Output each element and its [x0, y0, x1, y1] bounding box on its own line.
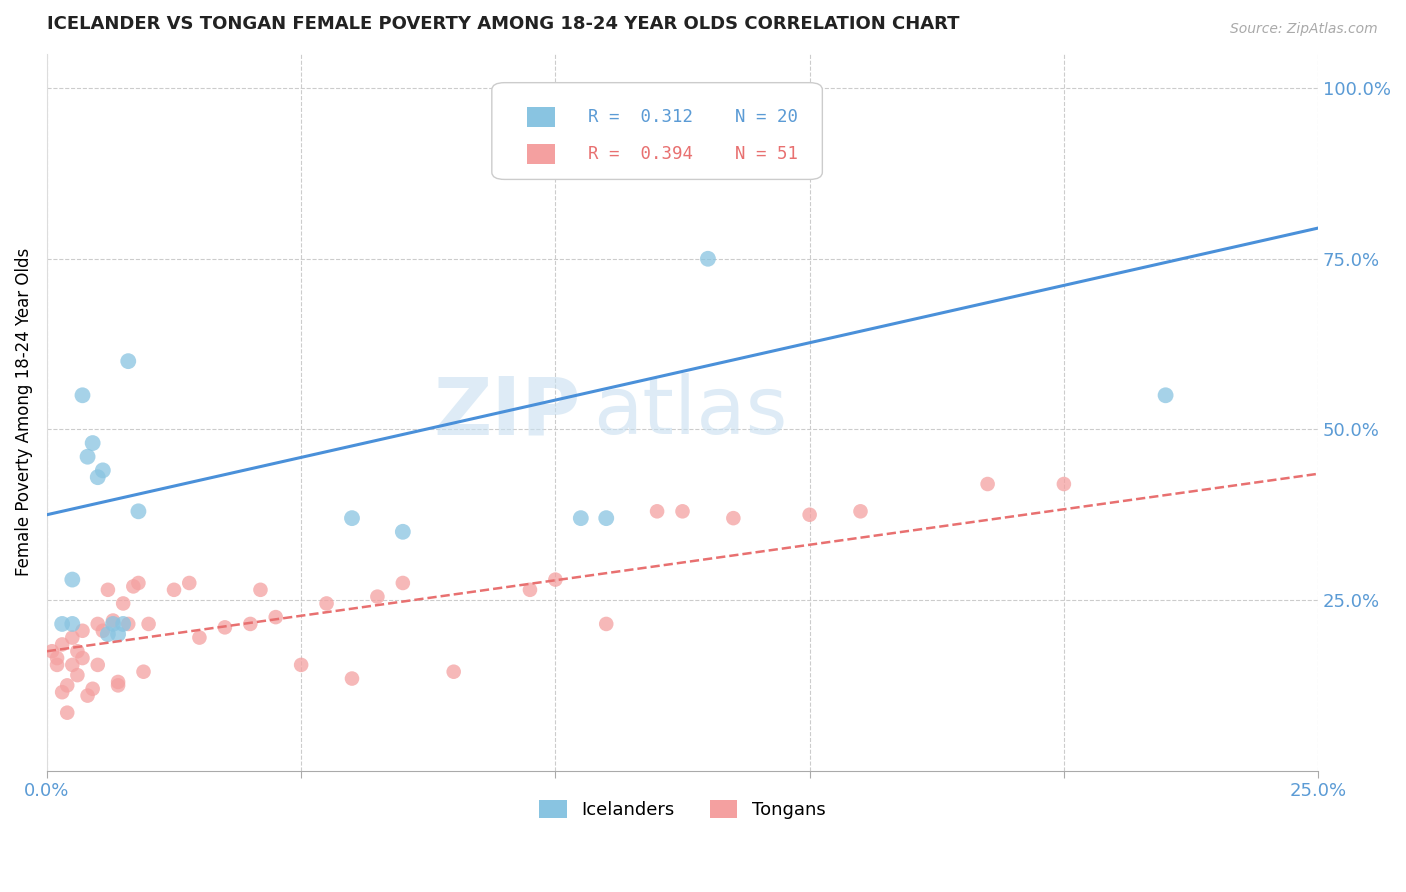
Point [849, 504, 872, 518]
Point [976, 477, 998, 491]
Point [76, 689, 98, 703]
Point [51, 637, 73, 651]
Point [315, 597, 337, 611]
Point [1053, 477, 1076, 491]
Legend: Icelanders, Tongans: Icelanders, Tongans [533, 792, 832, 826]
Point [87, 470, 110, 484]
Point [127, 576, 149, 591]
Point [72, 624, 94, 638]
Point [72, 651, 94, 665]
Point [82, 681, 104, 696]
Point [107, 678, 129, 692]
Point [82, 436, 104, 450]
Point [56, 678, 79, 692]
Point [519, 582, 541, 597]
Text: Source: ZipAtlas.com: Source: ZipAtlas.com [1230, 22, 1378, 37]
Text: R =  0.312    N = 20: R = 0.312 N = 20 [589, 108, 799, 126]
Point [799, 508, 821, 522]
Point [645, 504, 668, 518]
Text: ICELANDER VS TONGAN FEMALE POVERTY AMONG 18-24 YEAR OLDS CORRELATION CHART: ICELANDER VS TONGAN FEMALE POVERTY AMONG… [46, 15, 959, 33]
Point [340, 672, 363, 686]
FancyBboxPatch shape [492, 83, 823, 179]
Point [366, 590, 388, 604]
Point [264, 610, 287, 624]
Point [697, 252, 720, 266]
FancyBboxPatch shape [527, 145, 555, 164]
Point [163, 582, 186, 597]
Point [179, 576, 201, 591]
Point [122, 579, 145, 593]
Point [97, 627, 120, 641]
Point [72, 388, 94, 402]
Text: ZIP: ZIP [433, 374, 581, 451]
Point [392, 524, 415, 539]
Point [723, 511, 745, 525]
Point [127, 504, 149, 518]
Point [60, 631, 83, 645]
Point [76, 450, 98, 464]
Point [107, 675, 129, 690]
Point [101, 614, 124, 628]
Point [101, 616, 124, 631]
Point [112, 597, 135, 611]
Point [214, 620, 236, 634]
Point [340, 511, 363, 525]
Point [569, 511, 592, 525]
Point [51, 616, 73, 631]
Point [138, 616, 160, 631]
Point [46, 657, 69, 672]
Point [91, 463, 114, 477]
Point [112, 616, 135, 631]
Point [87, 616, 110, 631]
Point [66, 644, 89, 658]
Point [132, 665, 155, 679]
Point [56, 706, 79, 720]
Point [117, 354, 139, 368]
Point [595, 511, 617, 525]
Point [46, 651, 69, 665]
Point [97, 582, 120, 597]
Point [249, 582, 271, 597]
Point [595, 616, 617, 631]
Point [671, 504, 693, 518]
Point [117, 616, 139, 631]
Point [443, 665, 465, 679]
Point [41, 644, 63, 658]
Point [290, 657, 312, 672]
Point [392, 576, 415, 591]
Y-axis label: Female Poverty Among 18-24 Year Olds: Female Poverty Among 18-24 Year Olds [15, 248, 32, 576]
Point [60, 657, 83, 672]
Point [1154, 388, 1177, 402]
Point [188, 631, 211, 645]
Point [60, 573, 83, 587]
Point [544, 573, 567, 587]
FancyBboxPatch shape [527, 107, 555, 127]
Point [51, 685, 73, 699]
Text: R =  0.394    N = 51: R = 0.394 N = 51 [589, 145, 799, 163]
Point [239, 616, 262, 631]
Point [91, 624, 114, 638]
Point [60, 616, 83, 631]
Point [87, 657, 110, 672]
Point [66, 668, 89, 682]
Text: atlas: atlas [593, 374, 787, 451]
Point [107, 627, 129, 641]
